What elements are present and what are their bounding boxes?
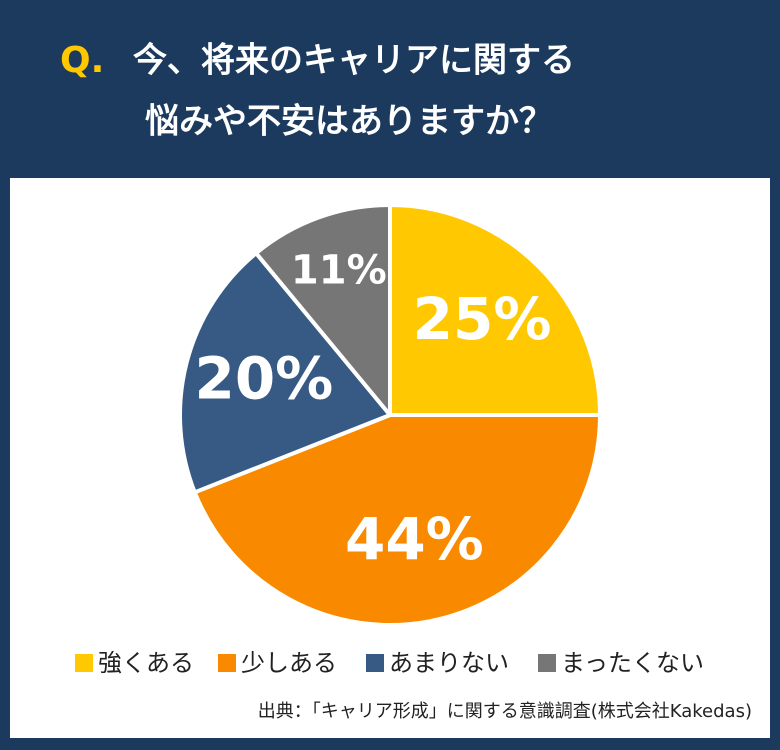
data-label: 25% — [413, 285, 552, 353]
legend-swatch — [218, 654, 236, 672]
pie-slice — [388, 203, 602, 417]
pie-slice — [192, 413, 602, 627]
pie-slice — [254, 203, 392, 417]
legend-swatch — [75, 654, 93, 672]
chart-title: 悩みや不安はありますか？ — [145, 102, 553, 142]
legend-label: まったくない — [561, 649, 704, 677]
data-label: 44% — [345, 505, 484, 573]
chart-title: 今、将来のキャリアに関する — [133, 41, 575, 81]
data-label: 11% — [291, 248, 387, 294]
source-note: 出典：「キャリア形成」に関する意識調査(株式会社Kakedas) — [258, 701, 752, 722]
legend-label: 強くある — [98, 649, 194, 677]
legend-label: 少しある — [241, 649, 337, 677]
legend-swatch — [366, 654, 384, 672]
data-label: 20% — [194, 345, 333, 413]
legend-swatch — [538, 654, 556, 672]
pie-slice — [178, 251, 392, 495]
legend-label: あまりない — [389, 649, 509, 677]
question-marker: Q. — [60, 40, 104, 81]
